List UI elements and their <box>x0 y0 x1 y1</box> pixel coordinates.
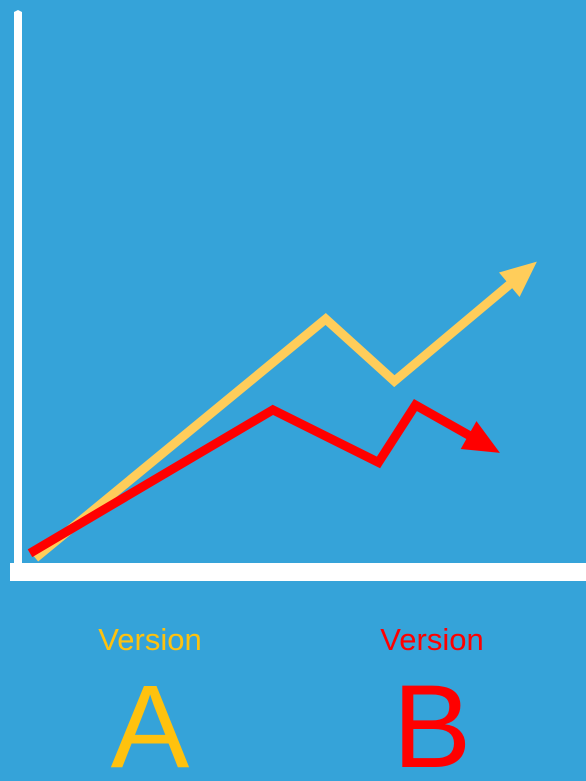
series-layer <box>27 261 537 562</box>
chart-axes <box>10 10 586 581</box>
legend-version-a-label: Version <box>98 622 202 657</box>
y-axis <box>14 10 22 580</box>
legend-version-b-label: Version <box>380 622 484 657</box>
series-a-arrowhead <box>499 261 537 298</box>
series-a-line <box>32 280 514 562</box>
legend-version-a-letter: A <box>110 661 190 781</box>
series-b-line <box>27 399 473 558</box>
x-axis <box>10 563 586 581</box>
legend-version-b-letter: B <box>392 661 472 781</box>
series-b-arrowhead <box>460 421 500 453</box>
